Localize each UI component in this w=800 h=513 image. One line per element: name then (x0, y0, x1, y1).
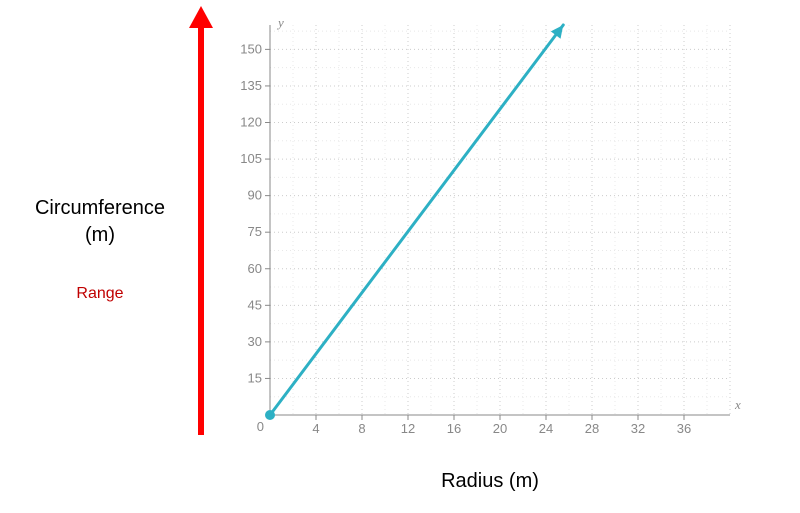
x-axis-title: Radius (m) (230, 470, 750, 493)
svg-text:20: 20 (493, 421, 507, 436)
svg-text:120: 120 (240, 115, 262, 130)
svg-text:75: 75 (248, 224, 262, 239)
svg-text:y: y (276, 15, 284, 30)
svg-text:60: 60 (248, 261, 262, 276)
svg-text:36: 36 (677, 421, 691, 436)
svg-text:45: 45 (248, 297, 262, 312)
y-axis-title: Circumference (m) (15, 195, 185, 249)
svg-text:0: 0 (257, 419, 264, 434)
svg-text:150: 150 (240, 41, 262, 56)
svg-text:135: 135 (240, 78, 262, 93)
left-label-group: Circumference (m) Range (0, 0, 220, 513)
svg-text:90: 90 (248, 188, 262, 203)
y-axis-title-line1: Circumference (35, 197, 165, 219)
y-axis-title-line2: (m) (85, 224, 115, 246)
svg-text:4: 4 (312, 421, 319, 436)
svg-text:8: 8 (358, 421, 365, 436)
svg-text:15: 15 (248, 370, 262, 385)
svg-text:32: 32 (631, 421, 645, 436)
chart-area: 4 8 12 16 20 24 28 32 36 15 30 45 60 75 90 105 120 135 150… (230, 15, 750, 445)
svg-text:105: 105 (240, 151, 262, 166)
range-arrow-shaft (198, 15, 204, 435)
svg-text:28: 28 (585, 421, 599, 436)
svg-text:x: x (734, 397, 741, 412)
svg-text:30: 30 (248, 334, 262, 349)
range-label: Range (15, 285, 185, 303)
svg-text:12: 12 (401, 421, 415, 436)
svg-text:24: 24 (539, 421, 553, 436)
chart-svg: 4 8 12 16 20 24 28 32 36 15 30 45 60 75 90 105 120 135 150… (230, 15, 750, 445)
svg-text:16: 16 (447, 421, 461, 436)
range-arrow-head (189, 6, 213, 28)
chart-container: Circumference (m) Range 4 8 12 16 20 24 28 32 36… (0, 0, 800, 513)
